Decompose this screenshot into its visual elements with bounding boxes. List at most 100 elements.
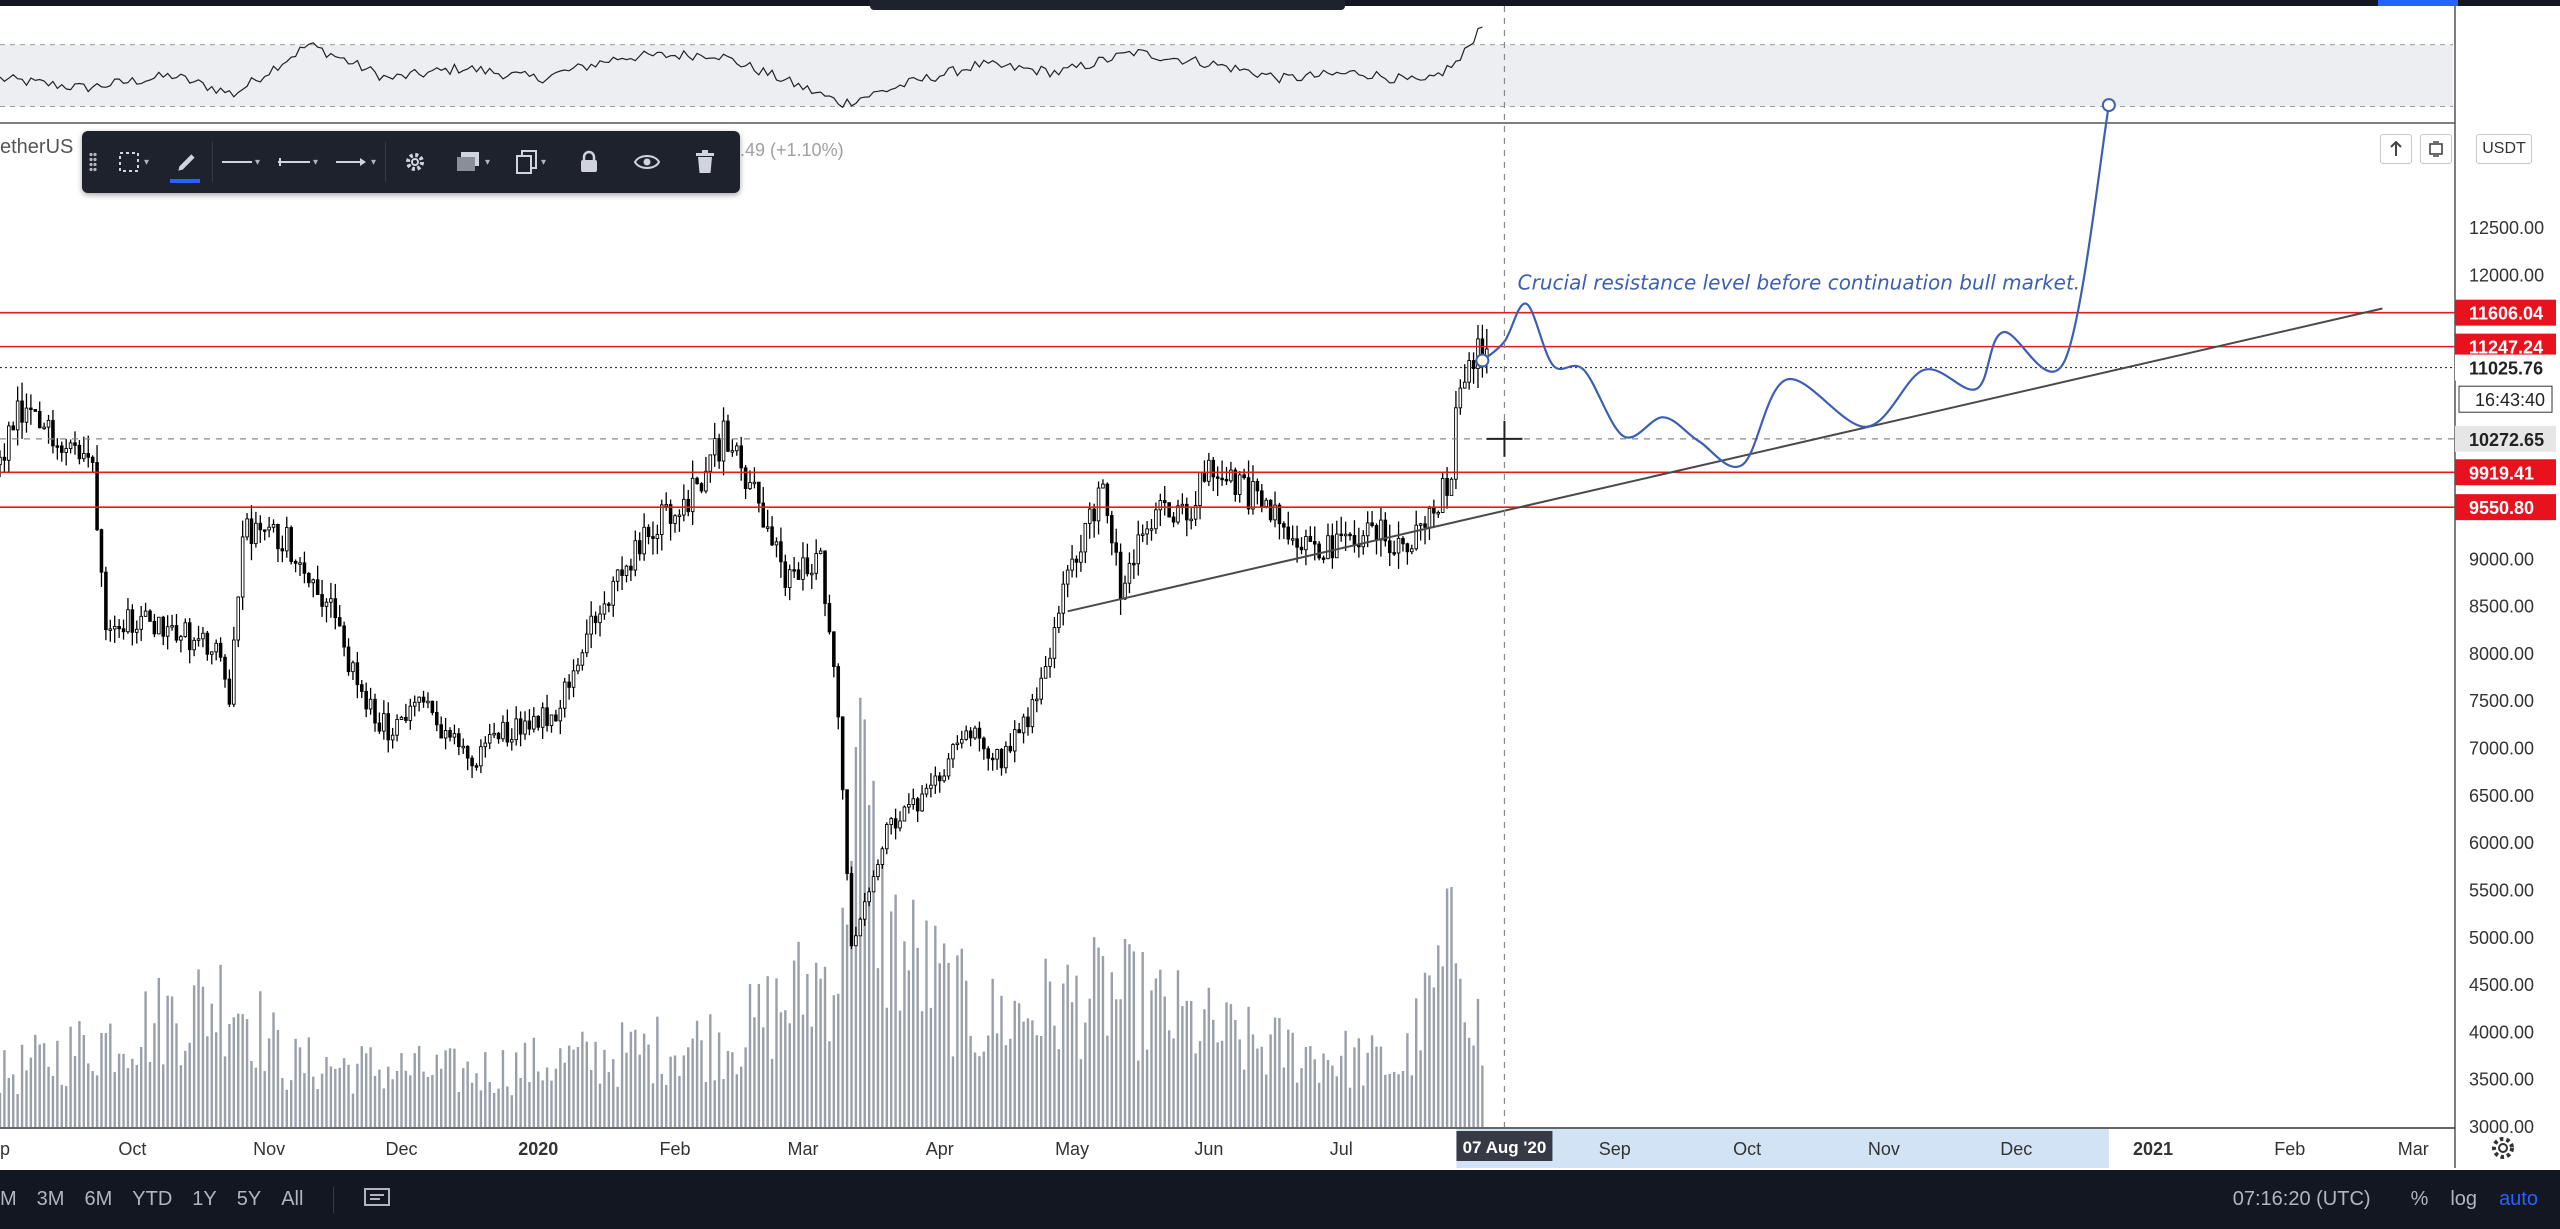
settings-button[interactable]: [386, 131, 444, 193]
candle-body: [721, 420, 726, 462]
volume-bar: [91, 1071, 94, 1127]
candle-body: [1070, 558, 1074, 571]
delete-button[interactable]: [676, 131, 734, 193]
candle-body: [743, 467, 748, 490]
volume-bar: [400, 1053, 403, 1127]
candle-body: [699, 483, 704, 492]
autoscale-button[interactable]: [2420, 134, 2452, 164]
volume-bar: [550, 1080, 553, 1127]
volume-bar: [479, 1090, 483, 1127]
price-tick-label: 7500.00: [2469, 691, 2534, 711]
volume-bar: [1459, 978, 1462, 1127]
volume-bar: [237, 1013, 240, 1127]
line-width-button[interactable]: ▾: [269, 131, 327, 193]
candle-body: [801, 557, 805, 580]
candle-body: [148, 610, 152, 622]
range-button-6m[interactable]: 6M: [84, 1188, 113, 1210]
volume-bar: [117, 1053, 121, 1127]
candle-body: [1436, 512, 1441, 515]
candle-body: [337, 617, 342, 627]
auto-scale-toggle[interactable]: auto: [2499, 1188, 2538, 1210]
candle-body: [130, 609, 135, 633]
candle-body: [368, 698, 373, 710]
select-rect-button[interactable]: ▾: [104, 131, 162, 193]
candle-body: [690, 477, 695, 513]
candle-body: [399, 716, 404, 720]
volume-bar: [1335, 1076, 1339, 1127]
percent-scale-toggle[interactable]: %: [2410, 1188, 2429, 1210]
candle-body: [1176, 505, 1180, 523]
range-button-ytd[interactable]: YTD: [132, 1188, 173, 1210]
candle-body: [492, 732, 496, 736]
range-button-all[interactable]: All: [281, 1188, 304, 1210]
volume-bar: [1163, 996, 1166, 1127]
volume-bar: [1084, 1022, 1087, 1127]
volume-bar: [722, 1079, 725, 1127]
volume-bar: [170, 996, 174, 1127]
candle-body: [20, 400, 24, 423]
candle-body: [982, 737, 986, 750]
lock-button[interactable]: [560, 131, 618, 193]
candle-body: [955, 742, 960, 746]
candle-body: [417, 696, 421, 703]
volume-bar: [973, 1052, 977, 1127]
volume-bar: [589, 1070, 593, 1127]
volume-bar: [713, 1080, 716, 1127]
candle-body: [1057, 612, 1061, 629]
candle-body: [1396, 537, 1401, 554]
trend-line[interactable]: [1067, 307, 2383, 613]
gear-icon[interactable]: [2492, 1137, 2514, 1159]
candle-body: [704, 470, 708, 492]
volume-bar: [784, 1010, 787, 1127]
volume-bar: [1317, 1082, 1321, 1127]
volume-bar: [1053, 1025, 1056, 1127]
top-accent-tab[interactable]: [2378, 0, 2458, 6]
top-panel-tab: [870, 0, 1345, 10]
volume-bar: [1062, 983, 1065, 1127]
range-button-3m[interactable]: 3M: [36, 1188, 65, 1210]
volume-bar: [1247, 1006, 1250, 1127]
volume-bar: [1269, 1034, 1272, 1127]
candle-body: [832, 631, 836, 667]
volume-bar: [162, 1064, 165, 1127]
range-button-5y[interactable]: 5Y: [236, 1188, 262, 1210]
pen-color-button[interactable]: [162, 131, 212, 193]
volume-bar: [1079, 1059, 1083, 1127]
candle-body: [342, 625, 346, 648]
candle-body: [77, 444, 82, 460]
line-end-button[interactable]: ▾: [327, 131, 385, 193]
candle-body: [320, 594, 324, 607]
candle-body: [439, 724, 443, 739]
projection-start-handle[interactable]: [1475, 353, 1490, 368]
utc-clock[interactable]: 07:16:20 (UTC): [2232, 1188, 2371, 1210]
candle-body: [1365, 522, 1370, 537]
projection-path[interactable]: [1481, 104, 2110, 468]
scroll-to-top-button[interactable]: [2380, 134, 2412, 164]
drawing-toolbar: ▾ ▾ ▾ ▾ ▾ ▾: [82, 131, 740, 193]
range-button-1y[interactable]: 1Y: [192, 1188, 217, 1210]
candle-body: [827, 603, 832, 633]
log-scale-toggle[interactable]: log: [2450, 1188, 2478, 1210]
volume-bar: [735, 1074, 738, 1127]
pen-icon: [178, 154, 195, 171]
grip-icon[interactable]: [82, 131, 104, 193]
candle-body: [836, 666, 841, 718]
candle-body: [673, 515, 677, 524]
layers-button[interactable]: ▾: [444, 131, 502, 193]
range-button-1m[interactable]: M: [0, 1188, 17, 1210]
projection-end-handle[interactable]: [2101, 98, 2116, 113]
compare-button[interactable]: [364, 1187, 391, 1213]
level-price-badge-group: 9919.41: [2455, 459, 2556, 486]
candle-body: [1264, 499, 1268, 507]
level-price-badge-text: 9550.80: [2469, 498, 2534, 518]
candle-body: [973, 727, 977, 739]
volume-bar: [576, 1047, 580, 1127]
time-tick-label: Apr: [926, 1139, 954, 1159]
volume-bar: [1176, 970, 1180, 1127]
visibility-button[interactable]: [618, 131, 676, 193]
line-style-button[interactable]: ▾: [213, 131, 269, 193]
candle-body: [483, 742, 488, 748]
clone-button[interactable]: ▾: [502, 131, 560, 193]
candle-body: [1370, 522, 1374, 527]
